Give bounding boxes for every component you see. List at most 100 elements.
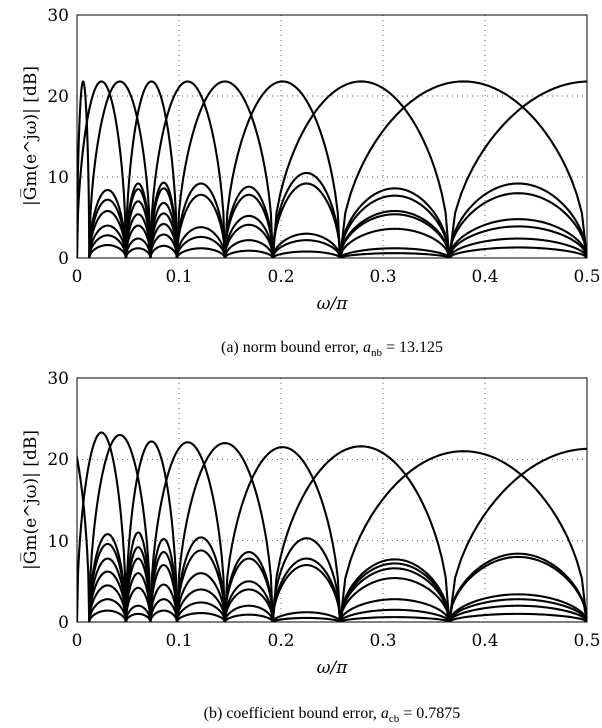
y-axis-label: |G̅m(e^jω)| [dB]	[20, 66, 41, 206]
side-lobe-curve	[88, 209, 128, 258]
side-lobe-curve	[88, 557, 128, 622]
main-lobe-curve	[223, 446, 342, 622]
main-lobe-curve	[223, 80, 342, 258]
caption-value: = 13.125	[382, 339, 443, 356]
x-axis-label: ω/π	[317, 658, 349, 678]
side-lobe-curve	[175, 549, 226, 622]
side-lobe-curve	[223, 557, 274, 622]
main-lobe-curve	[175, 442, 274, 622]
caption-text: (b) coefficient bound error,	[204, 705, 381, 722]
side-lobe-curve	[223, 239, 274, 258]
x-tick-label: 0.4	[471, 267, 498, 287]
caption-text: (a) norm bound error,	[221, 339, 363, 356]
side-lobe-curve	[271, 537, 342, 622]
side-lobe-curve	[448, 218, 587, 258]
caption-b: (b) coefficient bound error, acb = 0.787…	[204, 705, 461, 725]
side-lobe-curve	[448, 192, 587, 258]
side-lobe-curve	[149, 564, 179, 622]
caption-a: (a) norm bound error, anb = 13.125	[221, 339, 443, 359]
main-lobe-curve	[149, 441, 226, 622]
side-lobe-curve	[124, 572, 152, 622]
side-lobe-curve	[175, 601, 226, 622]
side-lobe-curve	[339, 213, 451, 258]
side-lobe-curve	[124, 224, 152, 258]
side-lobe-curve	[175, 247, 226, 258]
y-tick-label: 20	[47, 87, 69, 107]
side-lobe-curve	[124, 612, 152, 622]
x-tick-label: 0	[72, 267, 83, 287]
side-lobe-curve	[124, 557, 152, 622]
main-lobe-curve	[149, 80, 226, 258]
side-lobe-curve	[149, 609, 178, 622]
side-lobe-curve	[339, 567, 451, 622]
side-lobe-curve	[448, 612, 587, 622]
side-lobe-curve	[124, 546, 152, 622]
main-lobe-curve	[77, 80, 128, 258]
side-lobe-curve	[339, 577, 451, 622]
x-tick-label: 0.1	[165, 631, 192, 651]
side-lobe-curve	[339, 562, 451, 622]
side-lobe-curve	[448, 555, 587, 622]
main-lobe-curve	[175, 80, 274, 258]
side-lobe-curve	[88, 542, 128, 622]
x-tick-label: 0.5	[573, 267, 600, 287]
side-lobe-curve	[272, 250, 341, 258]
main-lobe-curve	[77, 452, 91, 622]
x-tick-label: 0.3	[369, 267, 396, 287]
side-lobe-curve	[339, 247, 451, 258]
side-lobe-curve	[124, 531, 152, 622]
x-tick-label: 0	[72, 631, 83, 651]
side-lobe-curve	[88, 198, 128, 258]
side-lobe-curve	[223, 551, 274, 622]
x-tick-label: 0.4	[471, 631, 498, 651]
side-lobe-curve	[339, 558, 451, 622]
side-lobe-curve	[124, 604, 152, 622]
y-tick-label: 10	[47, 532, 69, 552]
side-lobe-curve	[448, 593, 587, 622]
x-axis-label: ω/π	[317, 294, 349, 314]
side-lobe-curve	[271, 557, 342, 622]
side-lobe-curve	[271, 171, 342, 258]
main-lobe-curve	[77, 431, 128, 622]
side-lobe-curve	[149, 551, 179, 622]
main-lobe-curve	[77, 80, 91, 258]
side-lobe-curve	[88, 533, 128, 622]
side-lobe-curve	[271, 232, 342, 258]
side-lobe-curve	[339, 608, 451, 622]
side-lobe-curve	[448, 225, 587, 258]
plot-frame-a	[76, 14, 588, 259]
side-lobe-curve	[149, 222, 179, 258]
side-lobe-curve	[448, 182, 587, 258]
y-tick-label: 0	[58, 613, 69, 633]
y-tick-label: 20	[47, 450, 69, 470]
side-lobe-curve	[149, 244, 178, 258]
caption-symbol: a	[381, 705, 389, 722]
side-lobe-curve	[272, 616, 341, 622]
y-tick-label: 10	[47, 168, 69, 188]
side-lobe-curve	[223, 604, 274, 622]
side-lobe-curve	[448, 604, 587, 622]
side-lobe-curve	[339, 209, 451, 258]
side-lobe-curve	[175, 226, 226, 258]
side-lobe-curve	[175, 588, 226, 622]
side-lobe-curve	[175, 612, 226, 622]
plot-frame-b	[76, 377, 588, 623]
side-lobe-curve	[88, 234, 128, 258]
caption-symbol: a	[363, 339, 371, 356]
main-lobe-curve	[88, 433, 152, 622]
side-lobe-curve	[124, 200, 152, 258]
side-lobe-curve	[88, 609, 127, 622]
x-tick-label: 0.2	[267, 267, 294, 287]
main-lobe-curve	[271, 445, 451, 622]
side-lobe-curve	[175, 572, 226, 622]
side-lobe-curve	[223, 249, 274, 258]
main-lobe-curve	[339, 80, 587, 258]
side-lobe-curve	[149, 187, 179, 258]
x-tick-label: 0.1	[165, 267, 192, 287]
main-lobe-curve	[88, 80, 152, 258]
side-lobe-curve	[175, 536, 226, 622]
side-lobe-curve	[339, 194, 451, 258]
y-tick-label: 0	[58, 249, 69, 269]
main-lobe-curve	[124, 80, 179, 258]
